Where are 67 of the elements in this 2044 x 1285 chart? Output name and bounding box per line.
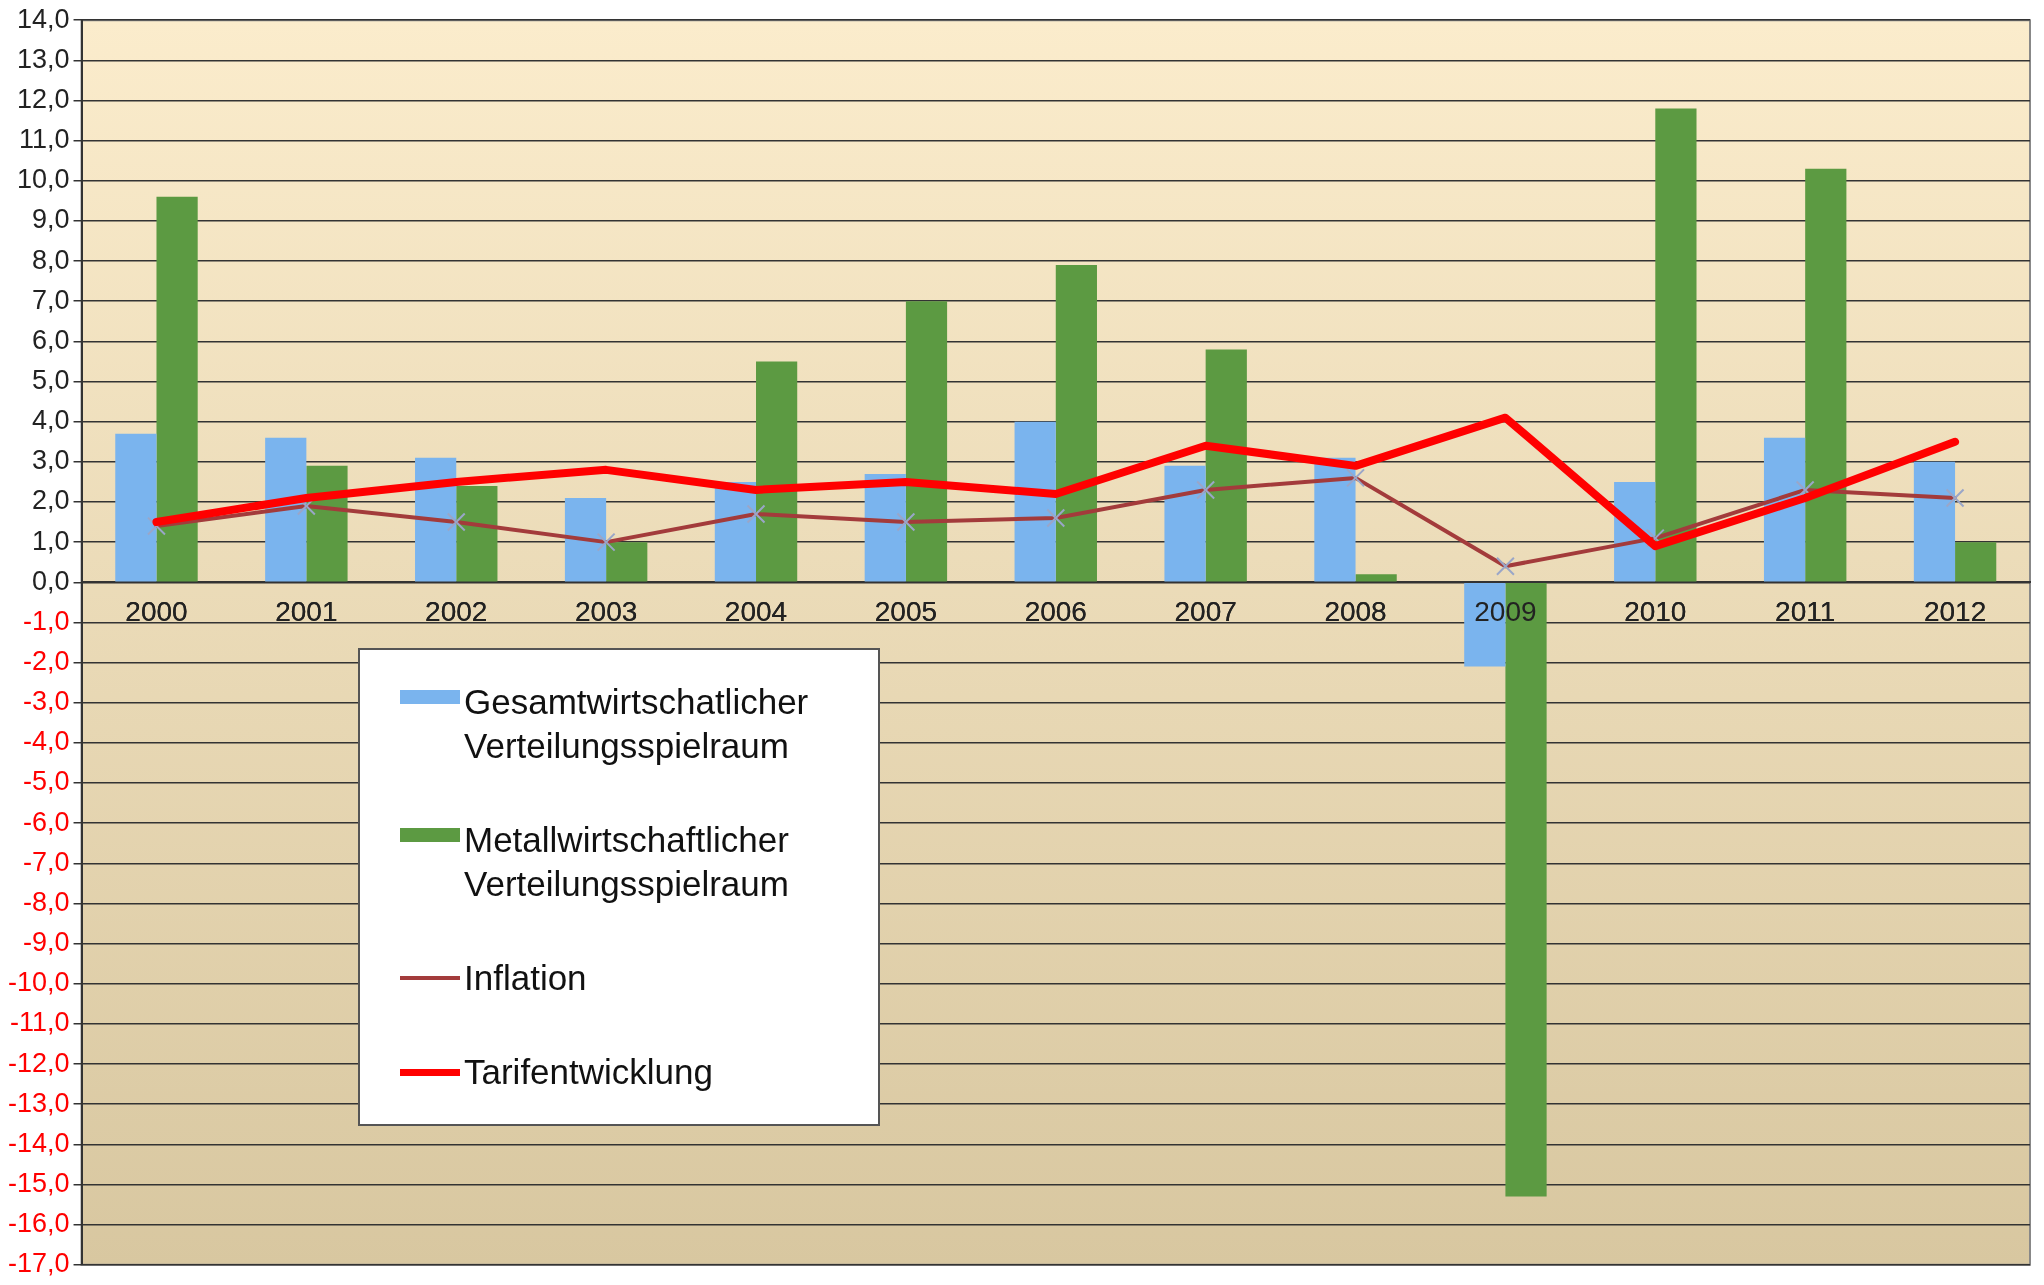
bar [1355, 574, 1397, 582]
bar [606, 542, 648, 582]
bar [1014, 421, 1056, 582]
y-tick-label: 9,0 [31, 204, 70, 235]
y-tick-label: -14,0 [7, 1127, 70, 1158]
x-tick-label: 2008 [1324, 595, 1387, 627]
bar [1055, 265, 1097, 582]
y-tick-label: -17,0 [7, 1248, 70, 1279]
y-tick-label: 0,0 [31, 565, 70, 596]
y-tick-label: 1,0 [31, 525, 70, 556]
bar [1955, 542, 1997, 582]
bar [456, 485, 498, 582]
y-tick-label: 3,0 [31, 445, 70, 476]
y-tick-label: 5,0 [31, 364, 70, 395]
bar [1164, 465, 1206, 582]
y-tick-label: -7,0 [23, 846, 70, 877]
x-tick-label: 2004 [724, 595, 788, 627]
y-tick-label: -8,0 [23, 886, 70, 917]
x-tick-label: 2005 [874, 595, 938, 627]
y-tick-label: 4,0 [31, 405, 70, 436]
x-tick-label: 2003 [574, 595, 638, 627]
bar [756, 361, 798, 582]
y-tick-label: -9,0 [23, 927, 70, 958]
y-tick-label: -15,0 [7, 1167, 70, 1198]
y-tick-label: 6,0 [31, 324, 70, 355]
y-tick-label: 2,0 [31, 485, 70, 516]
y-tick-label: 13,0 [16, 43, 70, 74]
bar [1314, 457, 1356, 582]
bar [1763, 437, 1806, 582]
bar [265, 437, 307, 582]
x-tick-label: 2002 [425, 595, 488, 627]
y-tick-label: -11,0 [9, 1007, 70, 1038]
x-tick-label: 2007 [1174, 595, 1237, 627]
legend-label: Gesamtwirtschatlicher Verteilungsspielraum [464, 681, 810, 767]
bar [156, 196, 198, 582]
bar [115, 433, 157, 582]
bar [1805, 168, 1847, 582]
y-tick-label: -13,0 [7, 1087, 70, 1118]
y-tick-label: 11,0 [18, 124, 70, 155]
x-tick-label: 2000 [125, 595, 188, 627]
x-tick-label: 2010 [1624, 595, 1687, 627]
y-tick-label: -10,0 [7, 967, 70, 998]
x-tick-label: 2006 [1024, 595, 1087, 627]
x-tick-label: 2001 [275, 595, 338, 627]
bar [1913, 461, 1956, 582]
y-tick-label: -4,0 [23, 726, 70, 757]
y-tick-label: 10,0 [16, 164, 70, 195]
x-tick-label: 2011 [1775, 595, 1836, 627]
bar [564, 497, 607, 582]
y-tick-label: 7,0 [31, 284, 70, 315]
y-tick-label: 14,0 [16, 3, 70, 34]
y-tick-label: 8,0 [31, 244, 70, 275]
legend-label: Inflation [464, 957, 587, 999]
y-tick-label: -6,0 [23, 806, 70, 837]
bar [905, 301, 948, 582]
bar [1205, 349, 1247, 582]
y-tick-label: 12,0 [16, 83, 70, 114]
y-tick-label: -2,0 [23, 646, 70, 677]
y-tick-label: -1,0 [23, 605, 70, 636]
y-tick-label: -5,0 [23, 766, 70, 797]
y-tick-label: -12,0 [7, 1047, 70, 1078]
x-tick-label: 2012 [1923, 595, 1987, 627]
bar [1655, 108, 1697, 582]
legend-label: Tarifentwicklung [464, 1051, 713, 1093]
legend-label: Metallwirtschaftlicher Verteilungsspielraum [464, 819, 790, 905]
y-tick-label: -3,0 [23, 686, 70, 717]
y-tick-label: -16,0 [7, 1208, 70, 1239]
